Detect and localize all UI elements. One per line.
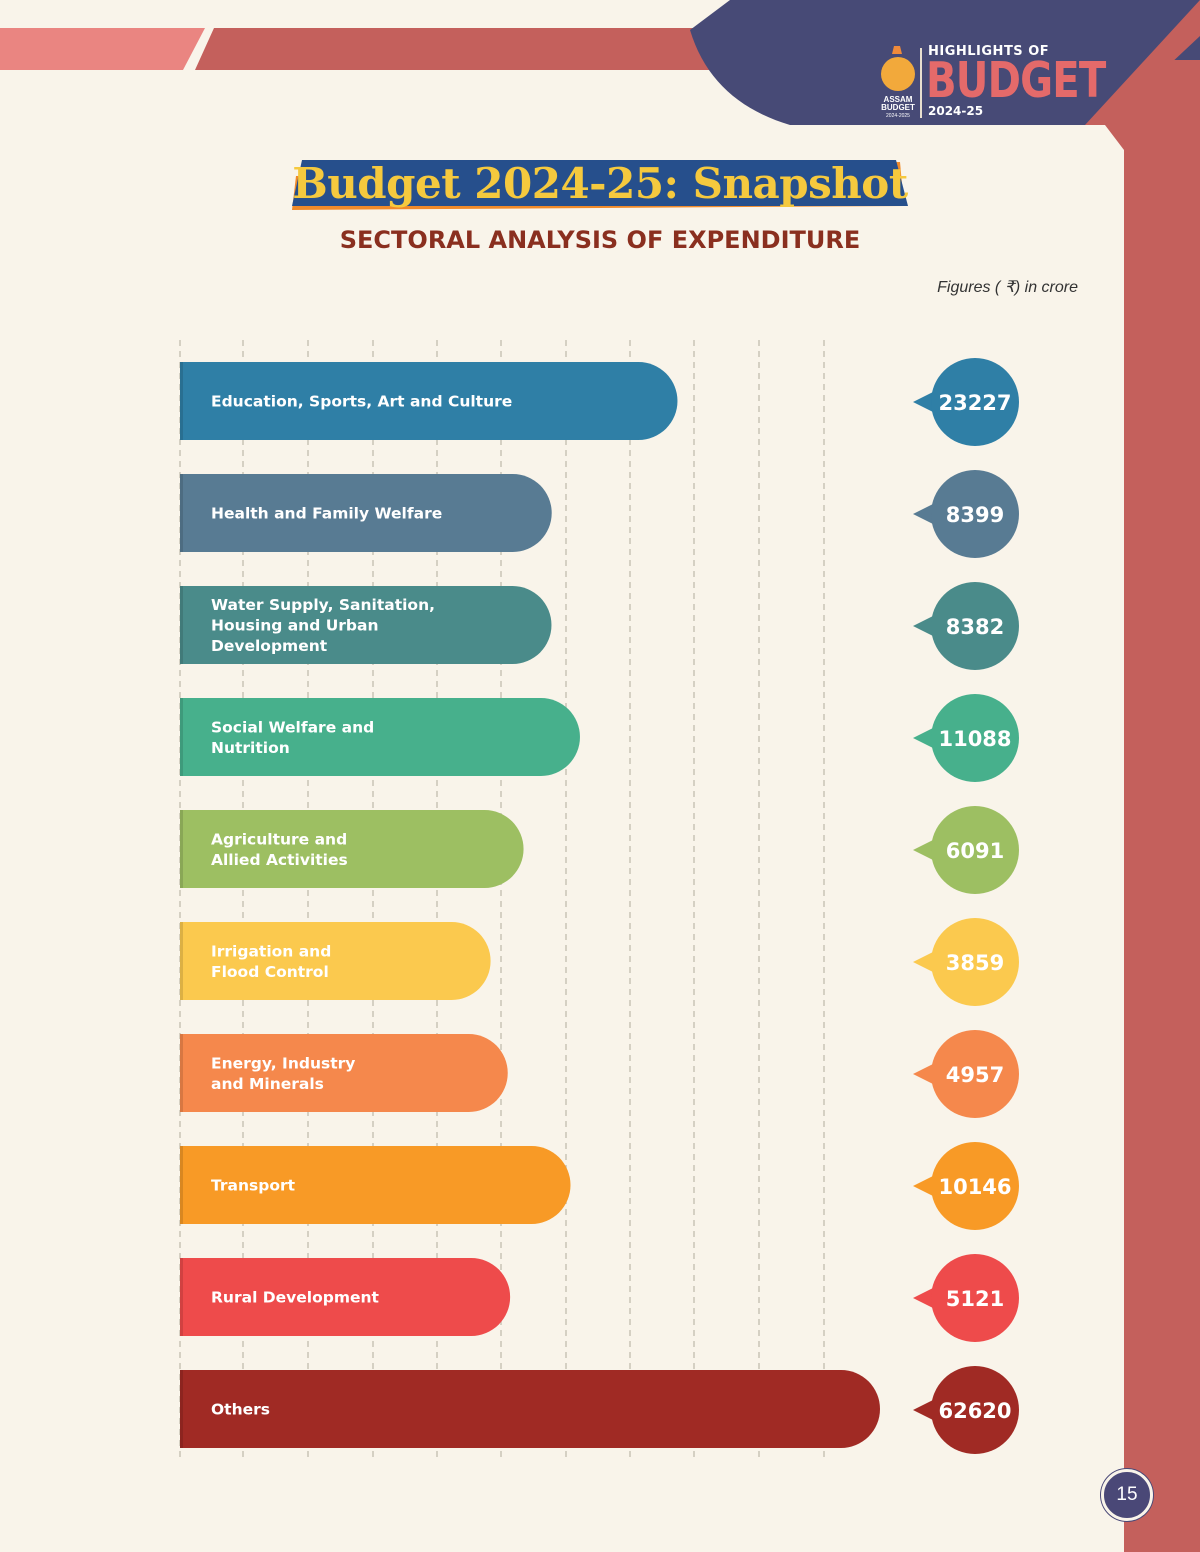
bar-label: and Minerals (211, 1075, 324, 1093)
bar-label: Others (211, 1401, 270, 1419)
bubble-pointer (913, 390, 937, 414)
bubble-pointer (913, 838, 937, 862)
bar (180, 362, 678, 440)
bubble-pointer (913, 1286, 937, 1310)
units-note: Figures ( ₹) in crore (937, 279, 1078, 296)
assam-budget-emblem-icon (881, 46, 915, 91)
bar-edge (180, 922, 183, 1000)
value-label: 8382 (946, 615, 1004, 639)
value-label: 3859 (946, 951, 1004, 975)
logo-kicker: HIGHLIGHTS OF (928, 44, 1050, 59)
value-bubble (931, 470, 1019, 558)
bar-edge (180, 1258, 183, 1336)
bar-label: Education, Sports, Art and Culture (211, 393, 512, 411)
title-banner-shape (292, 160, 908, 210)
bubble-pointer (913, 1062, 937, 1086)
header-stripe (195, 28, 760, 70)
bar (180, 1370, 880, 1448)
corner-bar-top (1085, 0, 1200, 125)
bar-edge (180, 362, 183, 440)
bar-edge (180, 586, 183, 664)
bar-label: Housing and Urban (211, 617, 379, 635)
bar-label: Rural Development (211, 1289, 380, 1307)
bar-edge (180, 1034, 183, 1112)
value-label: 62620 (938, 1399, 1011, 1423)
chart-subtitle: SECTORAL ANALYSIS OF EXPENDITURE (339, 226, 861, 254)
value-bubble (931, 1366, 1019, 1454)
logo-title: BUDGET (926, 52, 1106, 109)
value-label: 6091 (946, 839, 1004, 863)
bar (180, 698, 580, 776)
bar (180, 474, 552, 552)
bar-label: Allied Activities (211, 851, 348, 869)
value-bubble (931, 358, 1019, 446)
page-title: Budget 2024-25: Snapshot (292, 159, 908, 208)
value-bubble (931, 1030, 1019, 1118)
bubble-pointer (913, 502, 937, 526)
bar-label: Flood Control (211, 963, 329, 981)
logo-small-text: ASSAM BUDGET 2024-2025 (881, 95, 915, 120)
budget-logo: ASSAM BUDGET 2024-2025 HIGHLIGHTS OF BUD… (876, 44, 1106, 124)
value-bubble (931, 1254, 1019, 1342)
bar-edge (180, 810, 183, 888)
title-banner: Budget 2024-25: Snapshot (292, 158, 908, 214)
value-bubble (931, 1142, 1019, 1230)
bar-label: Transport (211, 1177, 296, 1195)
bar (180, 1146, 571, 1224)
value-label: 5121 (946, 1287, 1004, 1311)
bubble-pointer (913, 614, 937, 638)
value-bubble (931, 806, 1019, 894)
bar-label: Energy, Industry (211, 1054, 355, 1072)
bar (180, 1034, 508, 1112)
value-bubble (931, 694, 1019, 782)
logo-separator (920, 48, 922, 118)
header-stripe-left (0, 28, 205, 70)
bubble-pointer (913, 726, 937, 750)
bar-label: Nutrition (211, 739, 290, 757)
value-bubble (931, 918, 1019, 1006)
bar-label: Development (211, 637, 328, 655)
logo-year: 2024-25 (928, 104, 984, 118)
value-bubbles: 23227 8399 8382 11088 6091 3859 4957 10146 5121 6… (913, 358, 1019, 1454)
bar-label: Irrigation and (211, 942, 331, 960)
bar (180, 810, 524, 888)
bubble-pointer (913, 1174, 937, 1198)
header-ribbon (690, 0, 1200, 125)
bar-edge (180, 474, 183, 552)
bar (180, 922, 491, 1000)
bar-label: Water Supply, Sanitation, (211, 596, 435, 614)
bars: Education, Sports, Art and Culture Health… (180, 362, 880, 1448)
bubble-pointer (913, 1398, 937, 1422)
page-number: 15 (1101, 1469, 1153, 1521)
value-bubble (931, 582, 1019, 670)
bar-label: Agriculture and (211, 830, 347, 848)
value-label: 8399 (946, 503, 1004, 527)
value-label: 11088 (938, 727, 1011, 751)
right-side-bar (1105, 60, 1200, 1552)
bar-edge (180, 1370, 183, 1448)
bar (180, 1258, 511, 1336)
value-label: 4957 (946, 1063, 1004, 1087)
value-label: 23227 (938, 391, 1011, 415)
bubble-pointer (913, 950, 937, 974)
bar-edge (180, 1146, 183, 1224)
bar-edge (180, 698, 183, 776)
value-label: 10146 (938, 1175, 1011, 1199)
bar (180, 586, 552, 664)
bar-label: Social Welfare and (211, 718, 374, 736)
bar-label: Health and Family Welfare (211, 505, 442, 523)
